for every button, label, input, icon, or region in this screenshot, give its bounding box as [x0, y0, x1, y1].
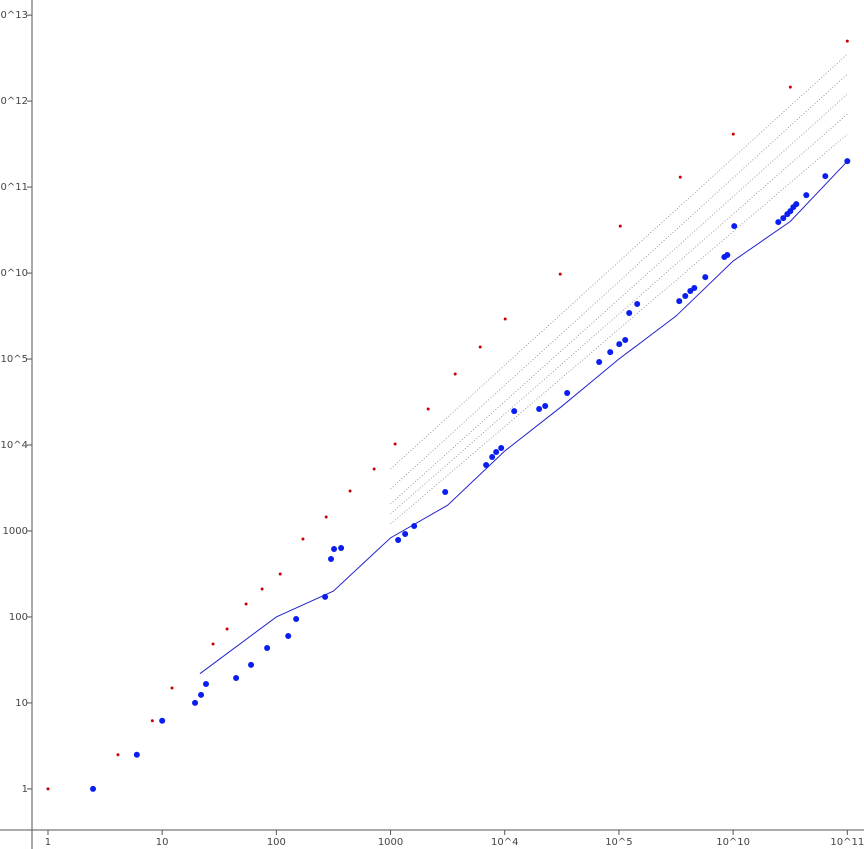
data-point: [198, 691, 205, 698]
data-point: [511, 408, 518, 415]
data-point: [426, 407, 430, 411]
data-point: [478, 345, 482, 349]
data-point: [411, 522, 418, 529]
data-point: [211, 642, 215, 646]
data-point: [348, 489, 352, 493]
y-tick-label: 10: [15, 698, 28, 709]
data-point: [150, 719, 154, 723]
y-tick-label: 10^4: [1, 440, 28, 451]
data-point: [264, 644, 271, 651]
data-point: [260, 587, 264, 591]
data-point: [498, 445, 505, 452]
x-tick-label: 1: [45, 837, 51, 848]
data-point: [780, 215, 787, 222]
data-point: [793, 201, 800, 208]
data-line: [390, 73, 848, 490]
data-point: [775, 219, 782, 226]
data-point: [676, 298, 683, 305]
data-point: [90, 785, 97, 792]
data-point: [822, 173, 829, 180]
x-tick-label: 10^10: [716, 837, 750, 848]
x-tick-label: 10^11: [830, 837, 864, 848]
data-point: [244, 602, 248, 606]
data-line: [390, 53, 848, 470]
data-point: [293, 615, 300, 622]
data-point: [301, 537, 305, 541]
x-tick-label: 1000: [378, 837, 403, 848]
data-point: [596, 359, 603, 366]
data-point: [372, 467, 376, 471]
data-point: [542, 403, 549, 410]
data-point: [322, 593, 329, 600]
data-point: [328, 556, 335, 563]
data-point: [442, 489, 449, 496]
data-point: [285, 633, 292, 640]
data-point: [133, 751, 140, 758]
data-point: [724, 252, 731, 259]
data-point: [682, 293, 689, 300]
y-tick-label: 1: [22, 784, 28, 795]
data-point: [393, 442, 397, 446]
y-tick-label: 10^5: [1, 354, 28, 365]
data-point: [788, 85, 792, 89]
data-point: [338, 544, 345, 551]
data-point: [331, 546, 338, 553]
data-point: [493, 448, 500, 455]
data-point: [489, 454, 496, 461]
data-line: [390, 93, 848, 505]
data-point: [324, 515, 328, 519]
data-point: [170, 686, 174, 690]
data-point: [844, 158, 851, 165]
data-point: [278, 572, 282, 576]
data-point: [46, 787, 50, 791]
data-point: [803, 192, 810, 199]
data-point: [607, 349, 614, 356]
data-point: [731, 223, 738, 230]
y-tick-label: 10^12: [0, 96, 28, 107]
y-tick-label: 1000: [3, 526, 28, 537]
y-tick-label: 10^10: [0, 268, 28, 279]
data-line: [390, 133, 848, 525]
data-point: [702, 274, 709, 281]
data-line: [390, 113, 848, 515]
y-tick-label: 10^13: [0, 10, 28, 21]
data-point: [622, 337, 629, 344]
data-line: [199, 160, 848, 675]
data-point: [225, 627, 229, 631]
y-tick-label: 100: [9, 612, 28, 623]
data-point: [691, 285, 698, 292]
data-point: [159, 717, 166, 724]
data-point: [616, 341, 623, 348]
data-point: [558, 272, 562, 276]
x-tick-label: 10^4: [491, 837, 518, 848]
data-point: [618, 224, 622, 228]
x-tick-label: 10^5: [605, 837, 632, 848]
x-tick-label: 100: [267, 837, 286, 848]
data-point: [536, 406, 543, 413]
data-point: [626, 310, 633, 317]
data-point: [248, 661, 255, 668]
y-tick-label: 10^11: [0, 182, 28, 193]
data-point: [503, 317, 507, 321]
data-point: [634, 301, 641, 308]
data-point: [203, 681, 210, 688]
data-point: [483, 462, 490, 469]
data-point: [192, 699, 199, 706]
data-point: [731, 132, 735, 136]
data-point: [233, 674, 240, 681]
data-point: [845, 39, 849, 43]
data-point: [395, 536, 402, 543]
data-point: [678, 175, 682, 179]
x-tick-label: 10: [156, 837, 169, 848]
data-point: [402, 530, 409, 537]
data-point: [116, 753, 120, 757]
data-point: [564, 389, 571, 396]
data-point: [453, 372, 457, 376]
